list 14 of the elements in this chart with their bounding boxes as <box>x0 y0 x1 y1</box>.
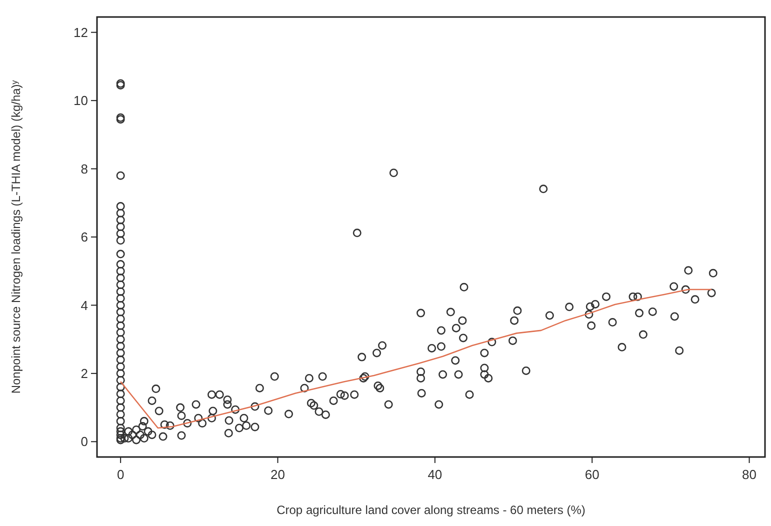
x-axis-title: Crop agriculture land cover along streams - 60 meters (%) <box>276 503 586 517</box>
y-axis-title: Nonpoint source Nitrogen loadings (L-THIA model) (kg/ha)ʸ <box>9 80 23 394</box>
y-tick-label: 8 <box>80 161 88 176</box>
x-tick-label: 80 <box>742 467 757 482</box>
x-tick-label: 60 <box>584 467 600 482</box>
x-tick-label: 40 <box>428 467 442 482</box>
y-tick-label: 12 <box>74 24 88 40</box>
y-tick-label: 4 <box>80 298 88 313</box>
y-tick-label: 10 <box>74 93 88 108</box>
y-tick-label: 0 <box>80 434 88 450</box>
y-tick-label: 2 <box>80 366 88 381</box>
x-tick-label: 20 <box>270 467 285 482</box>
x-tick-label: 0 <box>116 467 124 482</box>
y-tick-label: 6 <box>80 230 88 245</box>
